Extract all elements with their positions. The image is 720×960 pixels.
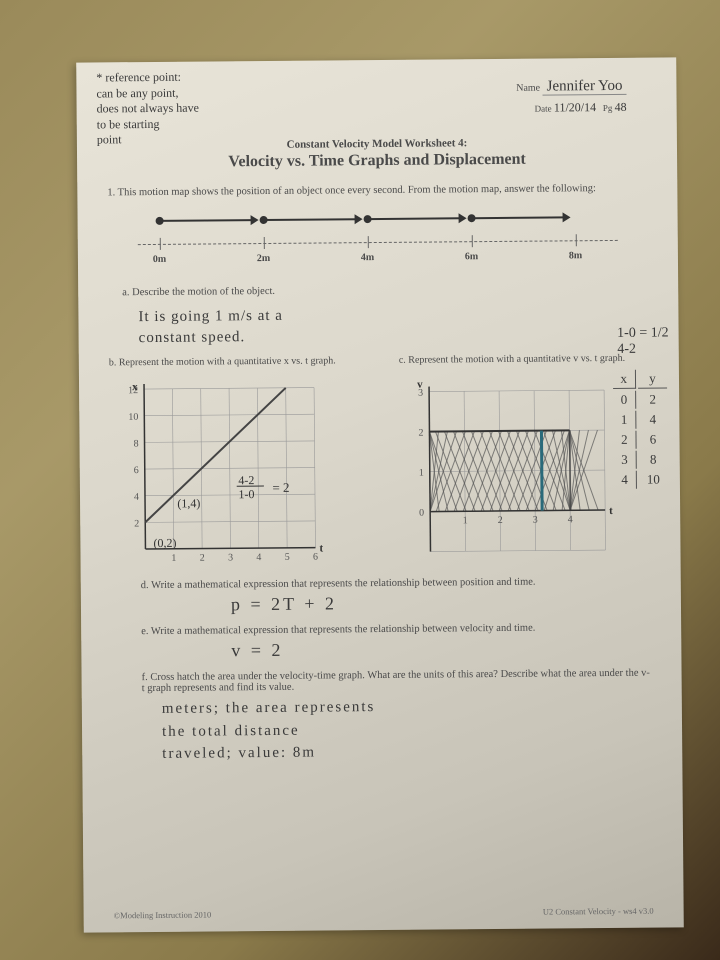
svg-text:1-0: 1-0 bbox=[238, 487, 254, 501]
date-value: 11/20/14 bbox=[554, 100, 596, 114]
svg-text:8: 8 bbox=[133, 439, 138, 450]
svg-text:1: 1 bbox=[171, 553, 176, 564]
svg-text:4: 4 bbox=[568, 515, 573, 526]
svg-text:1: 1 bbox=[463, 516, 468, 527]
svg-text:3: 3 bbox=[228, 553, 233, 564]
name-field: Name Jennifer Yoo bbox=[516, 78, 626, 96]
footer: ©Modeling Instruction 2010 U2 Constant V… bbox=[114, 906, 654, 921]
worksheet-title: Velocity vs. Time Graphs and Displacemen… bbox=[107, 150, 647, 173]
svg-text:2: 2 bbox=[134, 519, 139, 530]
svg-text:3: 3 bbox=[533, 515, 538, 526]
svg-text:= 2: = 2 bbox=[272, 480, 289, 495]
qd-answer: p = 2T + 2 bbox=[231, 591, 651, 616]
motion-map: 0m2m4m6m8m bbox=[117, 203, 638, 278]
svg-text:6: 6 bbox=[313, 552, 318, 563]
svg-text:t: t bbox=[609, 505, 613, 517]
date-field: Date 11/20/14 Pg 48 bbox=[535, 100, 627, 116]
q1-text: 1. This motion map shows the position of… bbox=[107, 182, 647, 200]
footer-left: ©Modeling Instruction 2010 bbox=[114, 909, 212, 920]
graph-b-label: b. Represent the motion with a quantitat… bbox=[109, 355, 359, 368]
pg-label: Pg bbox=[603, 103, 613, 113]
xt-graph-col: b. Represent the motion with a quantitat… bbox=[109, 355, 361, 574]
svg-text:0: 0 bbox=[419, 508, 424, 519]
q1a-answer: It is going 1 m/s at a constant speed. bbox=[138, 303, 648, 349]
svg-text:x: x bbox=[132, 381, 138, 393]
svg-text:6: 6 bbox=[134, 465, 139, 476]
svg-text:2: 2 bbox=[418, 428, 423, 439]
svg-text:1: 1 bbox=[419, 468, 424, 479]
vt-graph: 0123vt1234 bbox=[399, 370, 621, 572]
name-value: Jennifer Yoo bbox=[543, 78, 627, 96]
xy-table: xy 02 14 26 38 410 bbox=[610, 367, 670, 491]
name-label: Name bbox=[516, 83, 540, 94]
margin-note: * reference point: can be any point, doe… bbox=[96, 70, 199, 149]
svg-text:4-2: 4-2 bbox=[238, 473, 254, 487]
svg-text:(1,4): (1,4) bbox=[177, 497, 200, 511]
svg-text:2: 2 bbox=[498, 515, 503, 526]
svg-text:4: 4 bbox=[256, 552, 261, 563]
qd-text: d. Write a mathematical expression that … bbox=[141, 576, 651, 591]
qe-text: e. Write a mathematical expression that … bbox=[141, 622, 651, 637]
svg-text:(0,2): (0,2) bbox=[153, 536, 176, 550]
date-label: Date bbox=[535, 103, 552, 113]
svg-text:5: 5 bbox=[285, 552, 290, 563]
qf-text: f. Cross hatch the area under the veloci… bbox=[142, 668, 652, 694]
footer-right: U2 Constant Velocity - ws4 v3.0 bbox=[543, 906, 654, 917]
svg-text:4: 4 bbox=[134, 492, 139, 503]
worksheet-paper: * reference point: can be any point, doe… bbox=[76, 57, 684, 932]
svg-text:t: t bbox=[319, 543, 323, 555]
graphs-row: b. Represent the motion with a quantitat… bbox=[109, 353, 651, 575]
qf-answer: meters; the area represents the total di… bbox=[162, 694, 653, 766]
svg-text:v: v bbox=[417, 379, 423, 391]
svg-text:10: 10 bbox=[128, 412, 138, 423]
xt-graph: 12345624681012xt(0,2)(1,4)4-21-0= 2 bbox=[109, 373, 331, 575]
graph-c-label: c. Represent the motion with a quantitat… bbox=[399, 353, 649, 366]
qe-answer: v = 2 bbox=[231, 637, 651, 662]
q1a-label: a. Describe the motion of the object. bbox=[122, 281, 648, 299]
slope-calc: 1-0 = 1/2 4-2 bbox=[617, 325, 669, 357]
pg-value: 48 bbox=[615, 100, 627, 114]
motion-map-axis bbox=[138, 240, 618, 245]
svg-text:2: 2 bbox=[200, 553, 205, 564]
